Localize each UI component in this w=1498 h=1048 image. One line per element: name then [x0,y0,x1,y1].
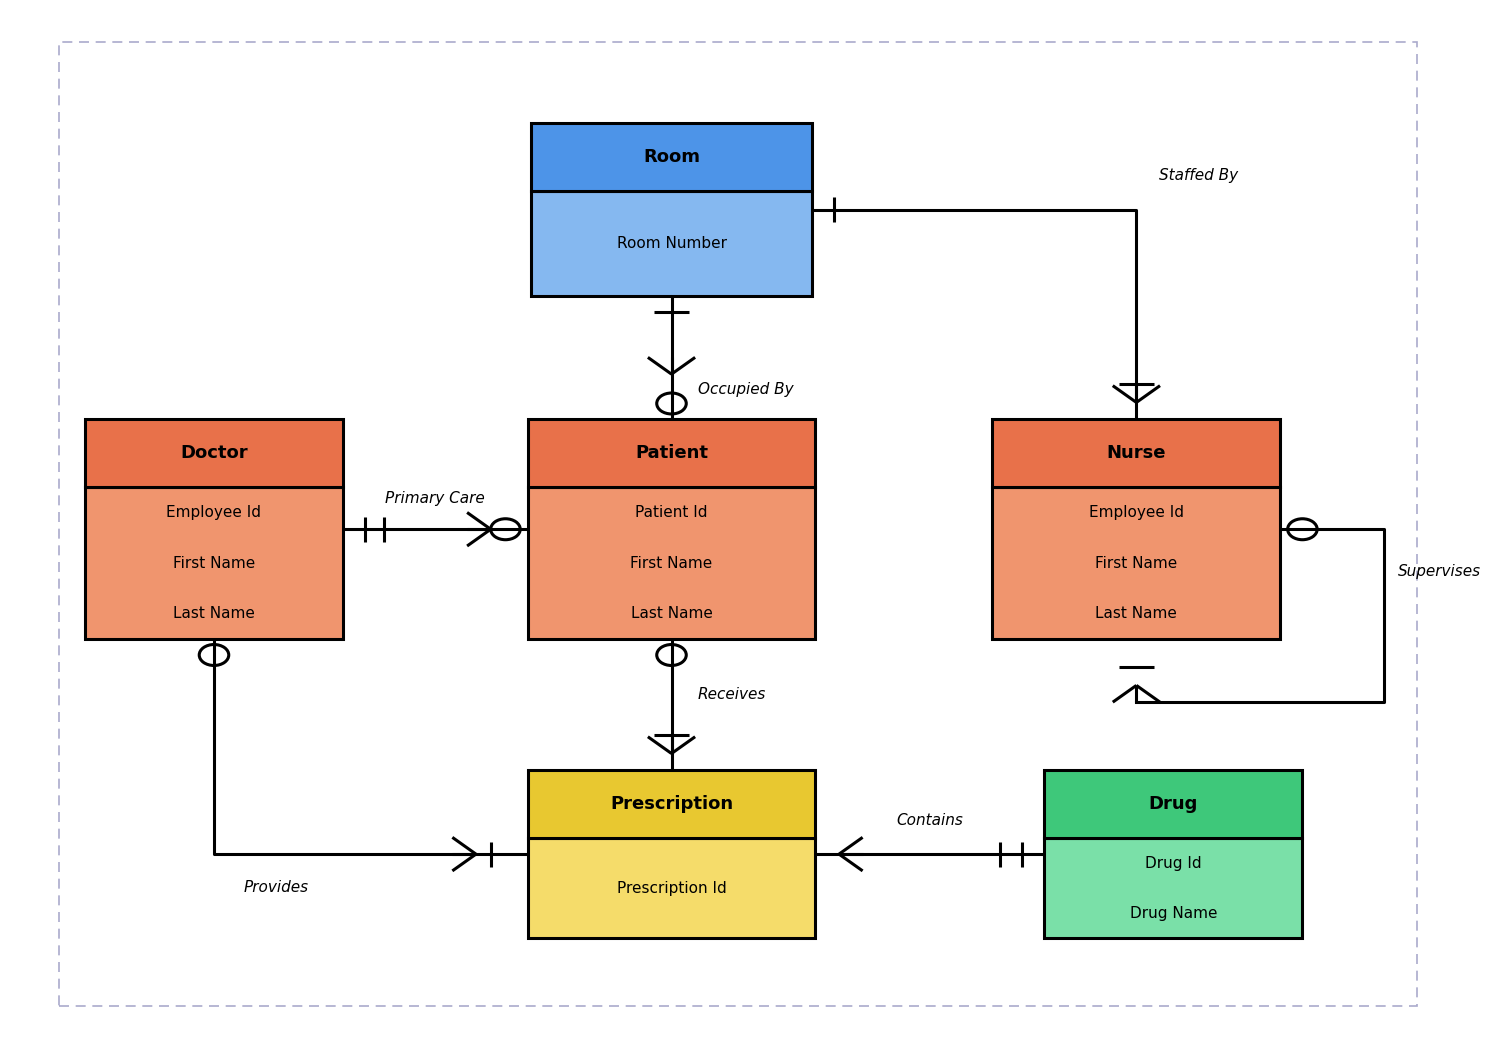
Text: Drug Name: Drug Name [1129,905,1216,920]
Text: Staffed By: Staffed By [1158,169,1237,183]
Text: Receives: Receives [698,686,767,702]
Text: Supervises: Supervises [1398,564,1482,578]
Text: Patient Id: Patient Id [635,505,707,520]
Text: Room: Room [643,148,700,167]
Bar [993,419,1281,487]
Text: Drug Id: Drug Id [1144,856,1201,871]
Text: Last Name: Last Name [631,607,713,621]
Text: Contains: Contains [896,813,963,828]
Text: Patient: Patient [635,444,709,462]
Bar [993,487,1281,639]
Text: Nurse: Nurse [1107,444,1165,462]
Text: Employee Id: Employee Id [166,505,262,520]
Text: Prescription: Prescription [610,795,733,813]
Text: First Name: First Name [631,555,713,571]
Text: Occupied By: Occupied By [698,381,794,396]
Bar [85,419,343,487]
Bar [527,770,815,838]
Text: First Name: First Name [172,555,255,571]
Bar [527,838,815,938]
Bar [527,487,815,639]
Text: First Name: First Name [1095,555,1177,571]
Text: Drug: Drug [1149,795,1198,813]
Bar [532,123,812,191]
Bar [1044,770,1302,838]
Text: Doctor: Doctor [180,444,247,462]
Text: Room Number: Room Number [617,236,727,252]
Bar [1044,838,1302,938]
Bar [532,191,812,296]
Bar [527,419,815,487]
Text: Employee Id: Employee Id [1089,505,1183,520]
Text: Provides: Provides [244,880,309,895]
Text: Last Name: Last Name [1095,607,1177,621]
Bar [85,487,343,639]
Text: Primary Care: Primary Care [385,492,485,506]
Text: Prescription Id: Prescription Id [617,880,727,896]
Text: Last Name: Last Name [174,607,255,621]
